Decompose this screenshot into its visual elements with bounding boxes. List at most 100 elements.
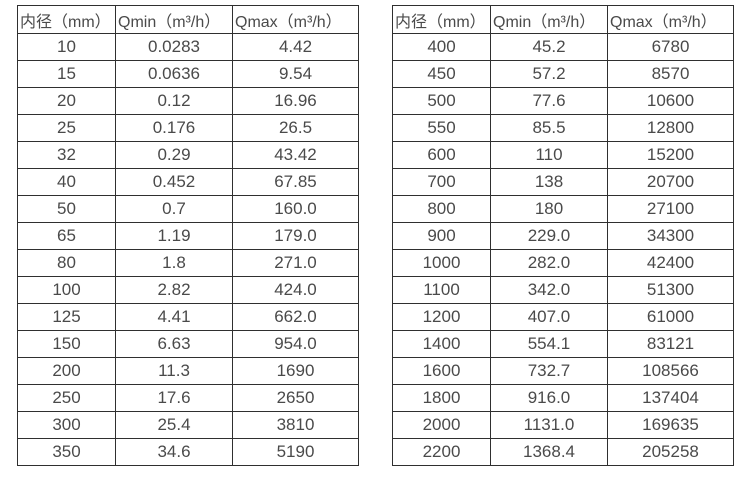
table-row: 1800 916.0 137404 — [392, 384, 734, 412]
inner-diameter-cell: 400 — [392, 33, 491, 61]
table-row: 20 0.12 16.96 — [17, 87, 359, 115]
table-row: 125 4.41 662.0 — [17, 303, 359, 331]
table-row: 250 17.6 2650 — [17, 384, 359, 412]
inner-diameter-cell: 65 — [17, 222, 116, 250]
qmin-cell: 1368.4 — [490, 438, 608, 466]
inner-diameter-cell: 2000 — [392, 411, 491, 439]
inner-diameter-cell: 100 — [17, 276, 116, 304]
qmax-cell: 10600 — [607, 87, 734, 115]
qmax-cell: 6780 — [607, 33, 734, 61]
table-row: 450 57.2 8570 — [392, 60, 734, 88]
qmin-cell: 138 — [490, 168, 608, 196]
header-qmax: Qmax（m³/h） — [607, 5, 734, 34]
qmin-cell: 1.19 — [115, 222, 233, 250]
inner-diameter-cell: 10 — [17, 33, 116, 61]
table-row: 25 0.176 26.5 — [17, 114, 359, 142]
qmin-cell: 11.3 — [115, 357, 233, 385]
qmin-cell: 1.8 — [115, 249, 233, 277]
table-body: 400 45.2 6780 450 57.2 8570 500 77.6 10600 550 85.… — [392, 33, 734, 466]
header-inner-diameter: 内径（mm） — [17, 5, 116, 34]
inner-diameter-cell: 80 — [17, 249, 116, 277]
qmin-cell: 342.0 — [490, 276, 608, 304]
table-row: 1100 342.0 51300 — [392, 276, 734, 304]
table-row: 500 77.6 10600 — [392, 87, 734, 115]
qmax-cell: 4.42 — [232, 33, 359, 61]
qmin-cell: 45.2 — [490, 33, 608, 61]
qmax-cell: 160.0 — [232, 195, 359, 223]
qmax-cell: 26.5 — [232, 114, 359, 142]
qmax-cell: 43.42 — [232, 141, 359, 169]
qmax-cell: 42400 — [607, 249, 734, 277]
qmin-cell: 732.7 — [490, 357, 608, 385]
qmax-cell: 3810 — [232, 411, 359, 439]
inner-diameter-cell: 550 — [392, 114, 491, 142]
qmax-cell: 8570 — [607, 60, 734, 88]
qmin-cell: 229.0 — [490, 222, 608, 250]
inner-diameter-cell: 200 — [17, 357, 116, 385]
qmax-cell: 2650 — [232, 384, 359, 412]
table-row: 550 85.5 12800 — [392, 114, 734, 142]
inner-diameter-cell: 150 — [17, 330, 116, 358]
inner-diameter-cell: 1600 — [392, 357, 491, 385]
table-row: 700 138 20700 — [392, 168, 734, 196]
inner-diameter-cell: 20 — [17, 87, 116, 115]
qmin-cell: 0.0283 — [115, 33, 233, 61]
qmax-cell: 67.85 — [232, 168, 359, 196]
qmax-cell: 108566 — [607, 357, 734, 385]
inner-diameter-cell: 1200 — [392, 303, 491, 331]
flow-rate-table-small-diameters: 内径（mm） Qmin（m³/h） Qmax（m³/h） 10 0.0283 4.4… — [17, 5, 359, 466]
qmax-cell: 16.96 — [232, 87, 359, 115]
qmin-cell: 0.29 — [115, 141, 233, 169]
table-row: 600 110 15200 — [392, 141, 734, 169]
qmin-cell: 17.6 — [115, 384, 233, 412]
header-qmax: Qmax（m³/h） — [232, 5, 359, 34]
qmin-cell: 0.176 — [115, 114, 233, 142]
inner-diameter-cell: 1800 — [392, 384, 491, 412]
inner-diameter-cell: 50 — [17, 195, 116, 223]
flow-rate-table-large-diameters: 内径（mm） Qmin（m³/h） Qmax（m³/h） 400 45.2 6780… — [392, 5, 734, 466]
qmin-cell: 554.1 — [490, 330, 608, 358]
table-row: 350 34.6 5190 — [17, 438, 359, 466]
qmax-cell: 5190 — [232, 438, 359, 466]
inner-diameter-cell: 700 — [392, 168, 491, 196]
qmax-cell: 169635 — [607, 411, 734, 439]
qmax-cell: 12800 — [607, 114, 734, 142]
header-inner-diameter: 内径（mm） — [392, 5, 491, 34]
qmax-cell: 271.0 — [232, 249, 359, 277]
header-qmin: Qmin（m³/h） — [115, 5, 233, 34]
qmax-cell: 27100 — [607, 195, 734, 223]
qmin-cell: 0.0636 — [115, 60, 233, 88]
qmin-cell: 25.4 — [115, 411, 233, 439]
inner-diameter-cell: 900 — [392, 222, 491, 250]
inner-diameter-cell: 1000 — [392, 249, 491, 277]
qmin-cell: 180 — [490, 195, 608, 223]
inner-diameter-cell: 40 — [17, 168, 116, 196]
inner-diameter-cell: 450 — [392, 60, 491, 88]
inner-diameter-cell: 500 — [392, 87, 491, 115]
table-row: 1200 407.0 61000 — [392, 303, 734, 331]
qmax-cell: 51300 — [607, 276, 734, 304]
table-row: 900 229.0 34300 — [392, 222, 734, 250]
table-row: 300 25.4 3810 — [17, 411, 359, 439]
table-row: 50 0.7 160.0 — [17, 195, 359, 223]
table-row: 15 0.0636 9.54 — [17, 60, 359, 88]
header-row: 内径（mm） Qmin（m³/h） Qmax（m³/h） — [17, 5, 359, 34]
qmax-cell: 9.54 — [232, 60, 359, 88]
qmax-cell: 20700 — [607, 168, 734, 196]
header-qmin: Qmin（m³/h） — [490, 5, 608, 34]
table-row: 150 6.63 954.0 — [17, 330, 359, 358]
inner-diameter-cell: 1100 — [392, 276, 491, 304]
table-row: 40 0.452 67.85 — [17, 168, 359, 196]
qmin-cell: 0.12 — [115, 87, 233, 115]
qmin-cell: 0.7 — [115, 195, 233, 223]
table-row: 800 180 27100 — [392, 195, 734, 223]
inner-diameter-cell: 15 — [17, 60, 116, 88]
inner-diameter-cell: 600 — [392, 141, 491, 169]
inner-diameter-cell: 300 — [17, 411, 116, 439]
inner-diameter-cell: 350 — [17, 438, 116, 466]
table-row: 10 0.0283 4.42 — [17, 33, 359, 61]
inner-diameter-cell: 25 — [17, 114, 116, 142]
qmax-cell: 83121 — [607, 330, 734, 358]
qmax-cell: 61000 — [607, 303, 734, 331]
